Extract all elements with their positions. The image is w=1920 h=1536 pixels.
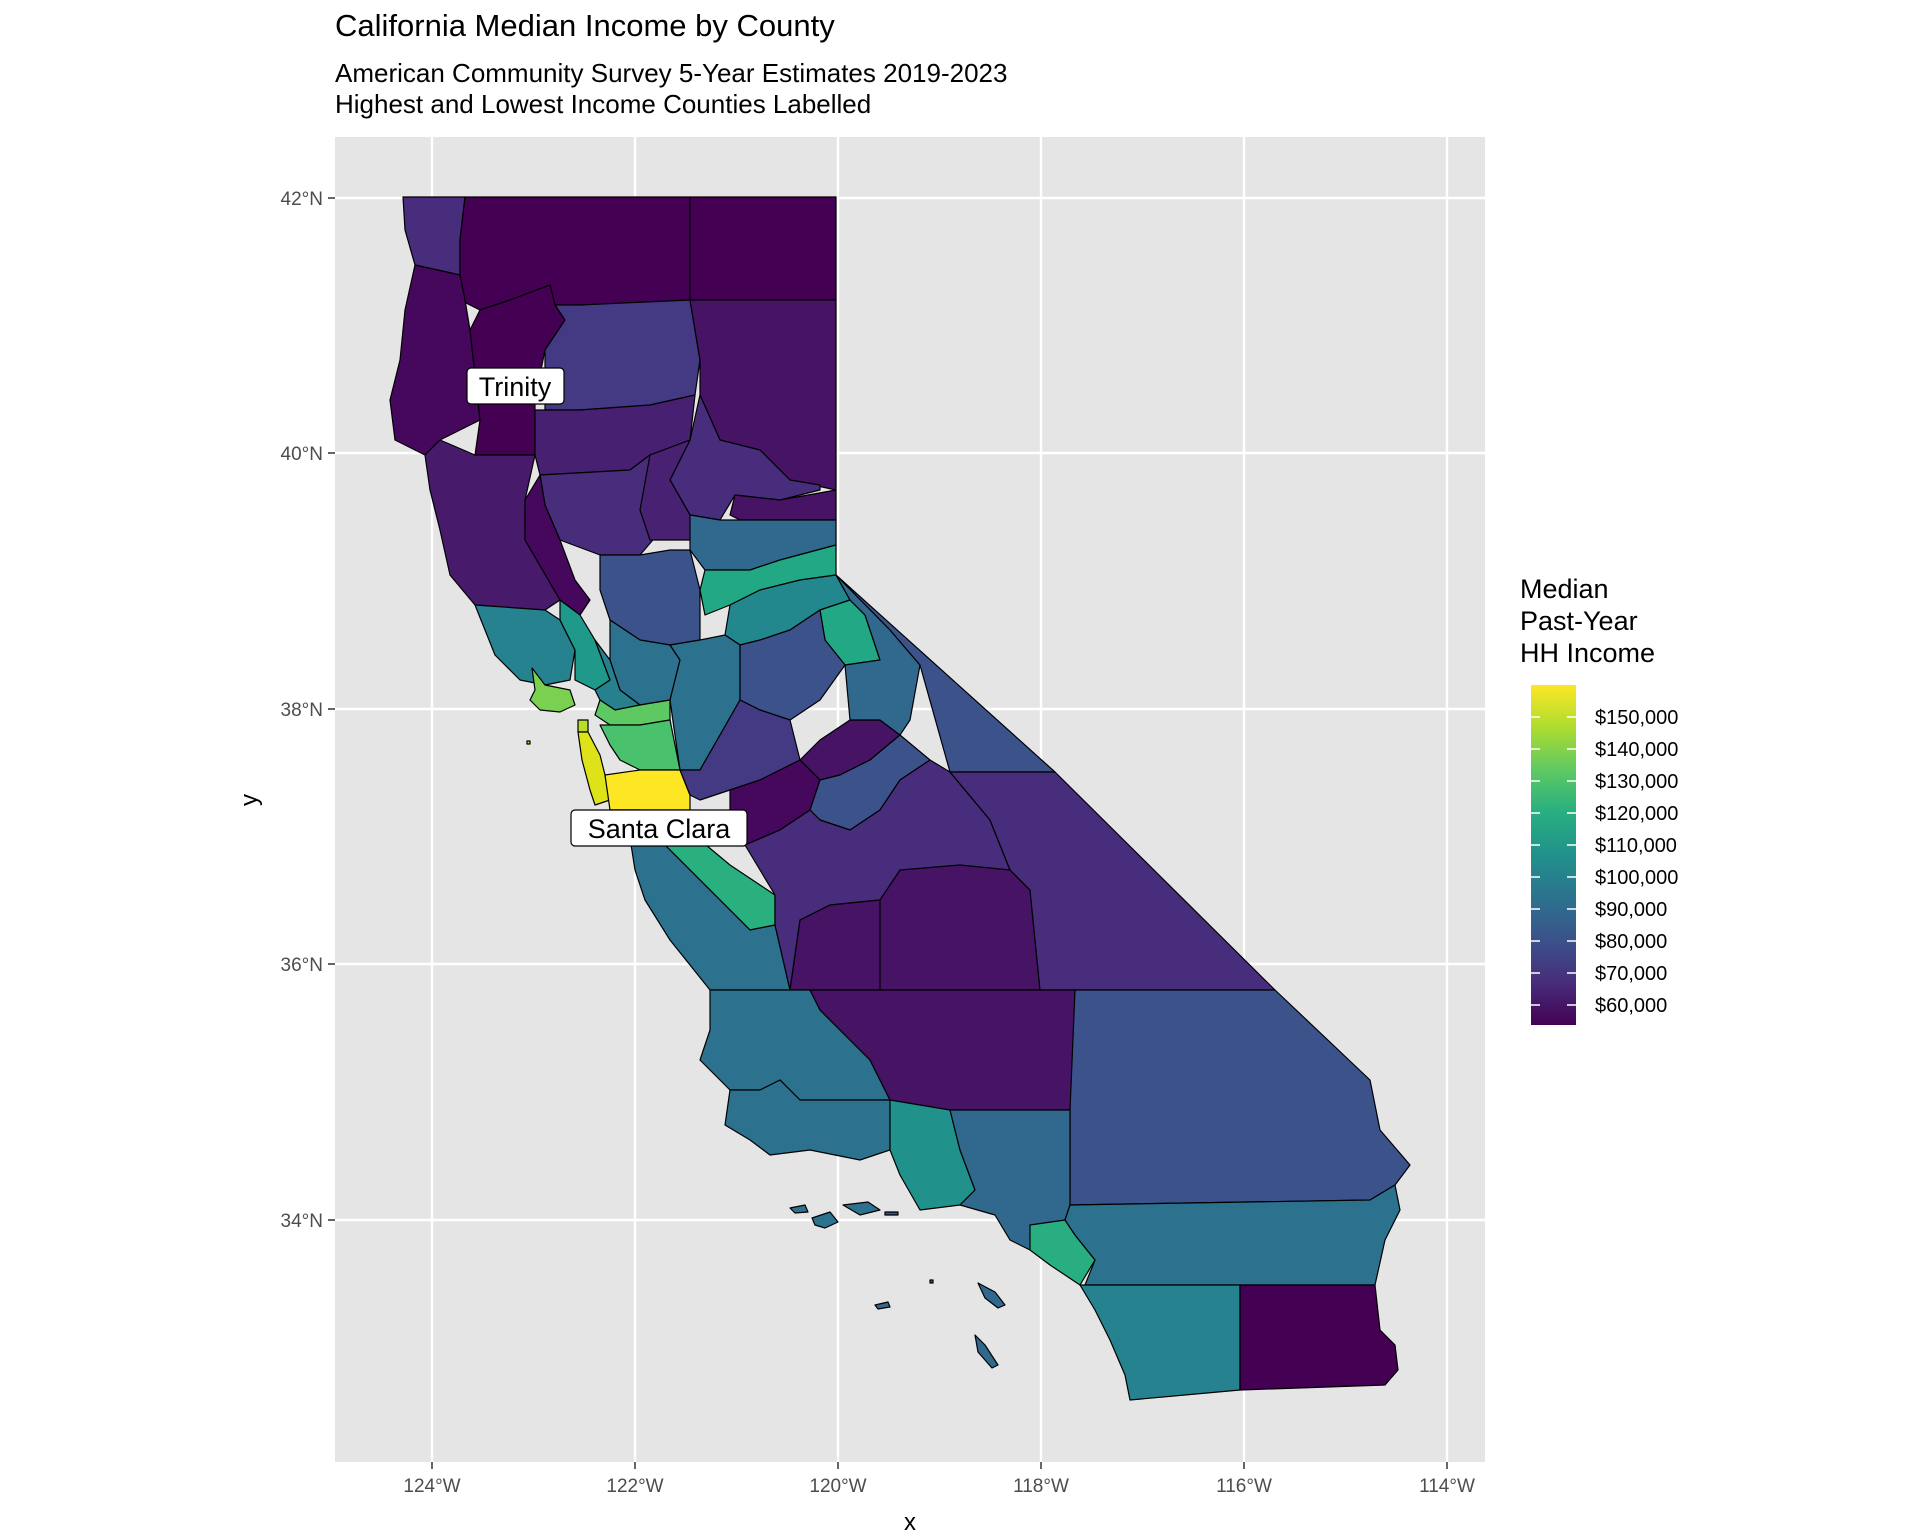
legend-label: $90,000 — [1595, 899, 1667, 921]
x-tick-label: 118°W — [1013, 1476, 1069, 1497]
legend-ticks: $150,000 $140,000 $130,000 $120,000 $110,000… — [1531, 707, 1678, 1017]
county-los-angeles — [949, 1109, 1071, 1251]
county-santa-barbara — [724, 1079, 891, 1161]
county-santa-clara — [604, 769, 691, 811]
chart-subtitle: American Community Survey 5-Year Estimat… — [335, 58, 1007, 120]
county-sonoma — [474, 604, 576, 686]
county-marin — [529, 667, 576, 713]
island-anacapa — [884, 1211, 899, 1216]
y-axis-title: y — [236, 794, 263, 806]
county-polygons — [389, 196, 1411, 1401]
legend-title-line-1: Median — [1520, 574, 1609, 604]
y-tick-label: 34°N — [281, 1211, 323, 1232]
x-tick-label: 124°W — [403, 1476, 460, 1497]
subtitle-line-1: American Community Survey 5-Year Estimat… — [335, 58, 1008, 88]
x-axis: 124°W 122°W 120°W 118°W 116°W 114°W — [403, 1462, 1475, 1497]
island-san-nicolas — [874, 1301, 891, 1310]
legend-title: Median Past-Year HH Income — [1520, 573, 1655, 669]
legend-label: $120,000 — [1595, 803, 1678, 825]
island-san-miguel — [789, 1204, 809, 1214]
county-modoc — [689, 196, 837, 301]
island-santa-cruz — [842, 1201, 881, 1216]
x-tick-label: 116°W — [1216, 1476, 1272, 1497]
county-tulare — [879, 864, 1041, 991]
county-inyo-north — [835, 574, 1056, 773]
legend-label: $140,000 — [1595, 739, 1678, 761]
county-san-francisco — [577, 719, 589, 733]
y-tick-label: 40°N — [281, 444, 323, 465]
subtitle-line-2: Highest and Lowest Income Counties Label… — [335, 89, 872, 119]
island-san-clemente — [974, 1334, 999, 1369]
legend-title-line-2: Past-Year — [1520, 606, 1638, 636]
label-trinity-text: Trinity — [479, 372, 552, 402]
island-santa-rosa — [811, 1211, 839, 1229]
island-santa-catalina — [977, 1282, 1006, 1309]
chart-title: California Median Income by County — [335, 8, 835, 43]
label-santa-clara-text: Santa Clara — [588, 814, 732, 844]
legend-label: $110,000 — [1595, 835, 1677, 857]
legend-label: $130,000 — [1595, 771, 1678, 793]
legend-label: $60,000 — [1595, 995, 1667, 1017]
county-inyo — [949, 771, 1276, 991]
x-tick-label: 122°W — [606, 1476, 663, 1497]
legend-label: $70,000 — [1595, 963, 1667, 985]
county-imperial — [1239, 1284, 1399, 1391]
y-tick-label: 42°N — [281, 189, 323, 210]
y-tick-label: 36°N — [281, 955, 323, 976]
x-tick-label: 120°W — [809, 1476, 866, 1497]
label-santa-clara: Santa Clara — [570, 809, 748, 847]
legend-colorbar — [1531, 685, 1576, 1025]
label-trinity: Trinity — [466, 367, 565, 405]
y-axis: 42°N 40°N 38°N 36°N 34°N — [281, 189, 335, 1232]
legend-label: $80,000 — [1595, 931, 1667, 953]
county-lake — [524, 474, 591, 616]
island-santa-barbara — [929, 1279, 934, 1284]
legend-label: $150,000 — [1595, 707, 1678, 729]
county-shasta — [544, 299, 701, 411]
legend-label: $100,000 — [1595, 867, 1678, 889]
island-farallon — [526, 740, 531, 745]
x-axis-title: x — [904, 1509, 916, 1536]
x-tick-label: 114°W — [1419, 1476, 1475, 1497]
legend-title-line-3: HH Income — [1520, 638, 1656, 668]
y-tick-label: 38°N — [281, 700, 323, 721]
county-riverside — [1064, 1184, 1401, 1286]
county-siskiyou — [459, 196, 691, 311]
